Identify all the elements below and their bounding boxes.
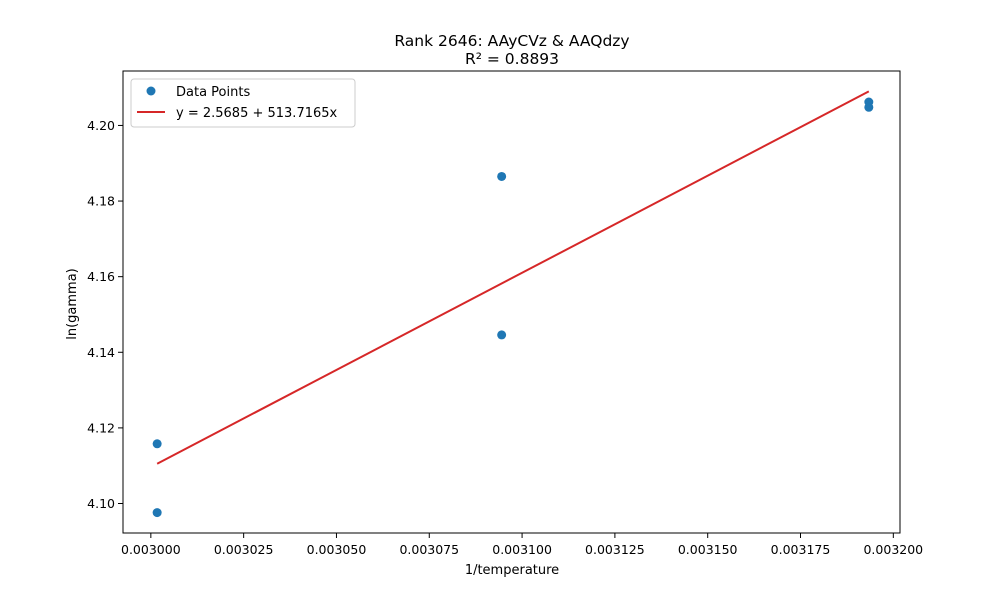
chart-title: Rank 2646: AAyCVz & AAQdzy: [394, 32, 629, 50]
x-tick-label: 0.003150: [678, 542, 738, 557]
data-point: [152, 508, 162, 518]
data-point: [152, 439, 162, 449]
legend-frame: [130, 78, 356, 128]
x-tick-label: 0.003100: [492, 542, 552, 557]
chart-subtitle: R² = 0.8893: [465, 50, 559, 68]
x-axis-label: 1/temperature: [465, 563, 559, 578]
x-tick-label: 0.003200: [863, 542, 923, 557]
x-axis: 0.003000 0.003025 0.003050 0.003075 0.003100…: [121, 533, 923, 557]
y-tick-label: 4.16: [87, 269, 115, 284]
plot-area: [122, 70, 901, 534]
y-tick-label: 4.10: [87, 496, 115, 511]
fit-line: [156, 90, 870, 465]
legend-label-data-points: Data Points: [176, 85, 250, 100]
y-axis-label: ln(gamma): [65, 268, 80, 340]
y-tick-label: 4.14: [87, 345, 115, 360]
x-tick-label: 0.003000: [121, 542, 181, 557]
x-tick-label: 0.003025: [214, 542, 274, 557]
x-tick-label: 0.003075: [399, 542, 459, 557]
data-point: [497, 171, 507, 181]
legend-marker-data-points: [146, 86, 156, 96]
x-tick-label: 0.003175: [771, 542, 831, 557]
plot-frame: [122, 70, 901, 534]
y-tick-label: 4.18: [87, 194, 115, 209]
x-tick-label: 0.003125: [585, 542, 645, 557]
x-tick-label: 0.003050: [307, 542, 367, 557]
legend-label-fit: y = 2.5685 + 513.7165x: [176, 106, 338, 121]
y-axis: 4.10 4.12 4.14 4.16 4.18 4.20: [87, 118, 123, 511]
data-point: [864, 102, 874, 112]
y-tick-label: 4.12: [87, 420, 115, 435]
legend: Data Points y = 2.5685 + 513.7165x: [130, 78, 356, 128]
y-tick-label: 4.20: [87, 118, 115, 133]
data-point: [497, 330, 507, 340]
